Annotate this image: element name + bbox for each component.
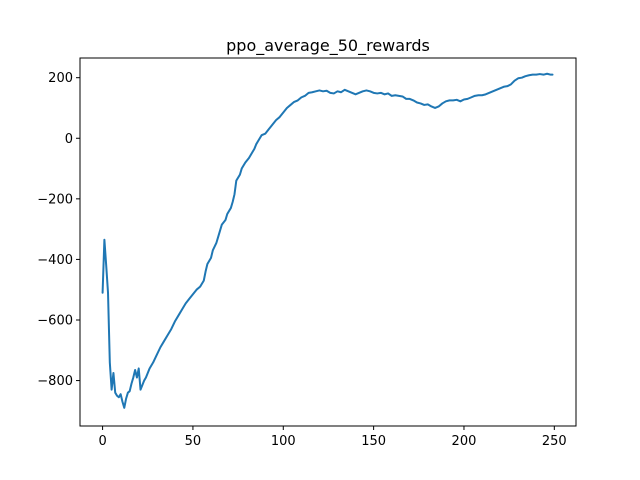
y-tick-label: 200 [48, 71, 73, 86]
chart-title: ppo_average_50_rewards [226, 36, 430, 56]
y-tick-label: −600 [37, 313, 73, 328]
x-tick-label: 100 [271, 434, 296, 449]
x-tick-label: 250 [542, 434, 567, 449]
y-tick-label: −800 [37, 374, 73, 389]
y-tick-label: −200 [37, 192, 73, 207]
series-layer [101, 72, 554, 409]
y-tick-label: −400 [37, 253, 73, 268]
plot-area-frame [79, 57, 577, 427]
x-tick-label: 0 [98, 434, 106, 449]
x-tick-label: 50 [185, 434, 202, 449]
series-line [101, 72, 554, 409]
axis-ticks: 0 50 100 150 200 250 −800 −600 −400 −200 0 200 [37, 71, 566, 449]
x-tick-label: 150 [361, 434, 386, 449]
x-tick-label: 200 [452, 434, 477, 449]
y-tick-label: 0 [65, 132, 73, 147]
